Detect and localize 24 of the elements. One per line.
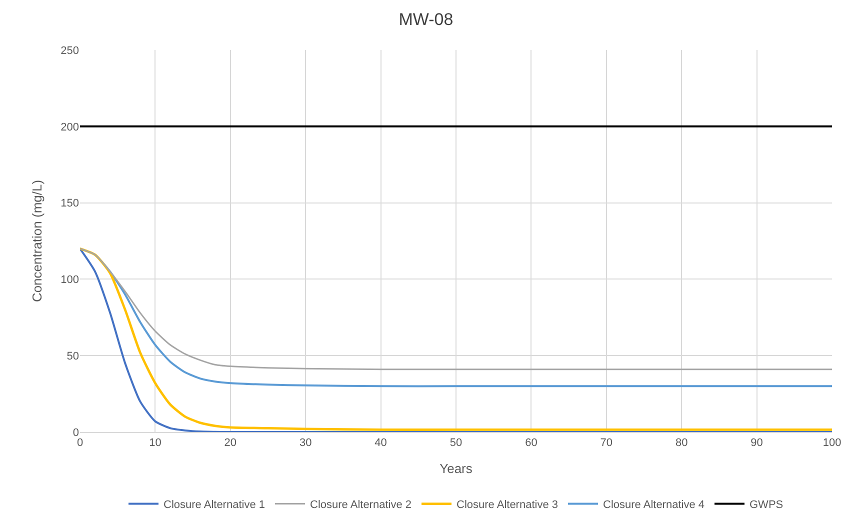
legend-label: Closure Alternative 4 — [603, 499, 704, 512]
y-axis-title: Concentration (mg/L) — [30, 180, 45, 302]
legend-label: Closure Alternative 3 — [456, 499, 558, 512]
x-tick-label: 10 — [149, 437, 162, 450]
y-tick-label: 250 — [60, 44, 79, 57]
x-tick-label: 20 — [224, 437, 237, 450]
y-tick-label: 50 — [66, 350, 79, 362]
x-tick-label: 40 — [374, 437, 387, 450]
y-tick-label: 0 — [72, 426, 79, 439]
x-tick-label: 60 — [525, 437, 538, 450]
x-tick-label: 30 — [299, 437, 312, 450]
legend-label: GWPS — [750, 499, 784, 512]
x-tick-label: 90 — [750, 437, 763, 450]
x-tick-label: 100 — [822, 437, 842, 450]
x-tick-label: 70 — [600, 437, 613, 450]
y-tick-label: 100 — [60, 274, 79, 286]
x-axis-title: Years — [440, 460, 473, 476]
legend-label: Closure Alternative 1 — [164, 499, 265, 512]
y-tick-label: 200 — [60, 121, 79, 134]
chart-title: MW-08 — [398, 10, 454, 29]
y-tick-label: 150 — [60, 198, 79, 210]
x-tick-label: 80 — [675, 437, 688, 450]
legend-label: Closure Alternative 2 — [310, 499, 412, 512]
x-tick-label: 50 — [450, 437, 462, 450]
